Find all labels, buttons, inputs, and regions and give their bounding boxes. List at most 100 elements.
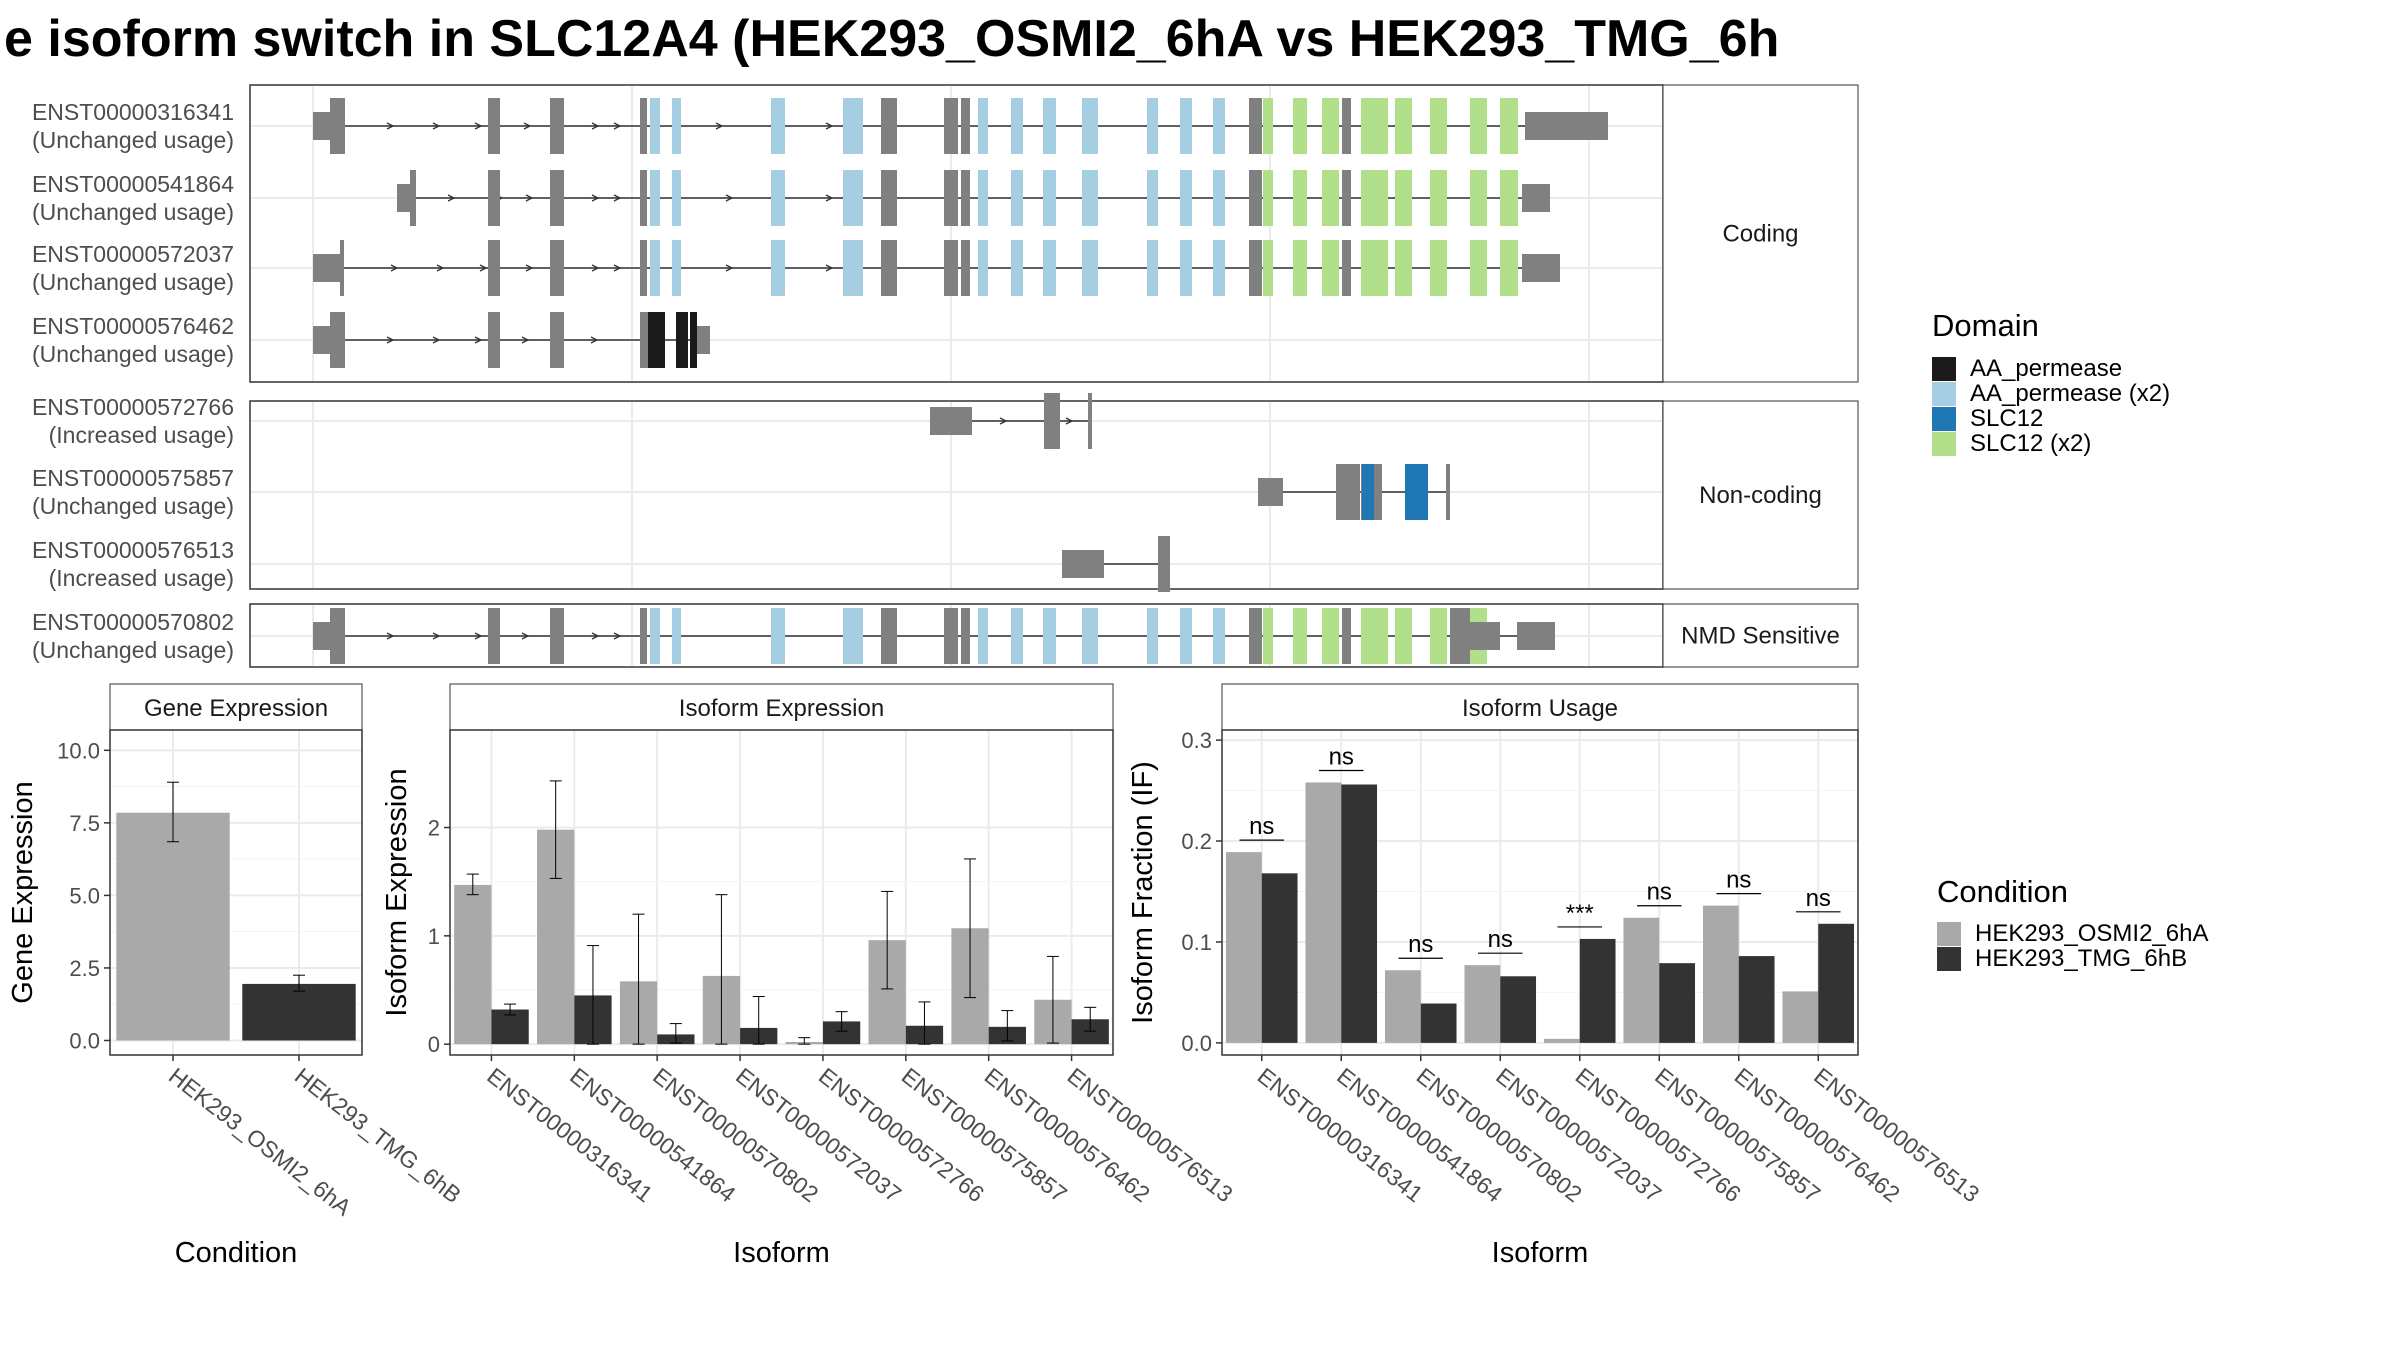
condition-legend-title: Condition (1937, 874, 2068, 909)
isoform-usage-label: (Unchanged usage) (32, 269, 234, 295)
exon (1263, 98, 1273, 154)
significance-label: ns (1408, 931, 1433, 958)
exon (1470, 98, 1487, 154)
isoform-id-label: ENST00000316341 (32, 99, 234, 125)
strand-arrow (715, 122, 724, 130)
exon (1500, 170, 1518, 226)
bar (1420, 1003, 1457, 1043)
bar (116, 812, 230, 1041)
facet-strip (1662, 603, 1859, 668)
strand-arrow (386, 122, 395, 130)
domain-legend-label: AA_permease (x2) (1970, 380, 2170, 407)
strand-arrow (825, 194, 834, 202)
exon (1147, 608, 1158, 664)
exon (1517, 622, 1555, 650)
exon (1147, 170, 1158, 226)
exon (550, 170, 564, 226)
exon (488, 170, 500, 226)
strand-arrow (447, 194, 456, 202)
isoform-id-label: ENST00000576462 (32, 313, 234, 339)
exon (978, 608, 988, 664)
facet-label: Non-coding (1699, 482, 1822, 509)
exon (1522, 254, 1560, 282)
isoform-id-label: ENST00000576513 (32, 537, 234, 563)
strand-arrow (590, 336, 599, 344)
exon (978, 98, 988, 154)
y-tick-label: 1 (428, 924, 440, 949)
exon (1258, 478, 1283, 506)
domain-legend-title: Domain (1932, 308, 2039, 343)
chart-title: Isoform Usage (1462, 695, 1618, 722)
figure-title: e isoform switch in SLC12A4 (HEK293_OSMI… (4, 10, 1779, 68)
exon (944, 240, 958, 296)
condition-legend-key (1937, 947, 1961, 971)
exon (978, 170, 988, 226)
exon (1011, 170, 1023, 226)
exon (550, 240, 564, 296)
plot-panel-border (1221, 729, 1859, 1056)
strand-arrow (432, 632, 441, 640)
exon (1430, 98, 1447, 154)
x-axis-label: Condition (175, 1237, 298, 1269)
condition-legend-label: HEK293_TMG_6hB (1975, 945, 2187, 972)
exon (881, 170, 897, 226)
exon (1322, 240, 1339, 296)
exon (1180, 608, 1192, 664)
exon (1147, 98, 1158, 154)
strand-arrow (474, 632, 483, 640)
bar (1782, 991, 1819, 1043)
significance-label: ns (1249, 813, 1274, 840)
exon (1395, 170, 1412, 226)
exon (640, 240, 647, 296)
exon (944, 98, 958, 154)
strand-arrow (386, 336, 395, 344)
bar (1738, 956, 1775, 1043)
isoform-id-label: ENST00000572766 (32, 394, 234, 420)
exon (550, 312, 564, 368)
strand-arrow (390, 264, 399, 272)
exon (1500, 98, 1518, 154)
exon (313, 112, 330, 140)
domain-legend-key (1932, 357, 1956, 381)
strand-arrow (591, 194, 600, 202)
domain-legend-label: SLC12 (x2) (1970, 430, 2091, 457)
exon (313, 622, 330, 650)
isoform-usage-label: (Increased usage) (49, 422, 234, 448)
plot-panel-border (449, 729, 1114, 1056)
exon (1082, 240, 1098, 296)
strand-arrow (525, 264, 534, 272)
exon (1088, 393, 1092, 449)
exon (1249, 240, 1262, 296)
exon (1420, 464, 1428, 520)
exon (672, 240, 681, 296)
exon (697, 326, 710, 354)
exon (650, 170, 660, 226)
strand-arrow (725, 264, 734, 272)
strand-arrow (523, 122, 532, 130)
exon (771, 608, 785, 664)
exon (1213, 170, 1225, 226)
bar (1384, 970, 1421, 1043)
isoform-usage-label: (Unchanged usage) (32, 127, 234, 153)
exon (1213, 608, 1225, 664)
exon (340, 240, 344, 296)
strand-arrow (591, 122, 600, 130)
exon (771, 170, 785, 226)
bar (454, 884, 492, 1045)
exon (1158, 536, 1170, 592)
exon (1405, 464, 1420, 520)
bar (1261, 873, 1298, 1043)
domain-legend-label: SLC12 (1970, 405, 2043, 432)
exon (961, 608, 970, 664)
bar (1818, 923, 1855, 1043)
strand-arrow (825, 264, 834, 272)
bar (1543, 1038, 1580, 1043)
strand-arrow (825, 122, 834, 130)
exon (640, 608, 647, 664)
exon (1500, 240, 1518, 296)
exon (1263, 240, 1273, 296)
exon (1062, 550, 1104, 578)
bar (1500, 976, 1537, 1043)
